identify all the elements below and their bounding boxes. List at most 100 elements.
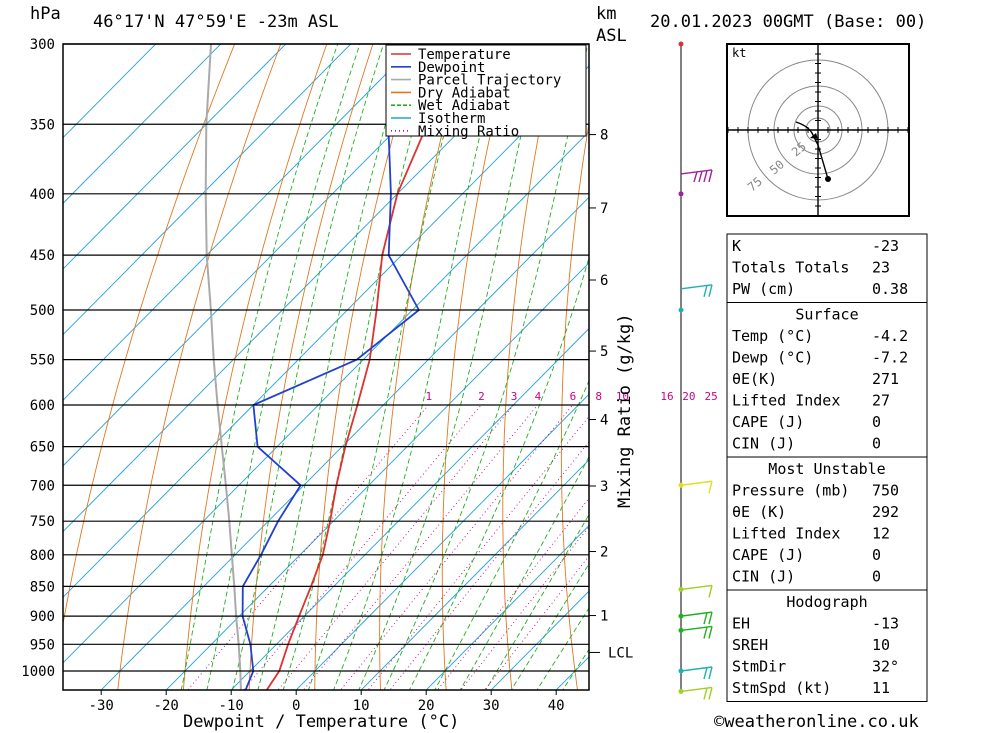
x-tick-label: 30 <box>483 698 500 714</box>
index-label: Pressure (mb) <box>732 482 849 500</box>
pressure-tick-label: 750 <box>30 514 55 530</box>
x-tick-label: -20 <box>154 698 179 714</box>
mixing-ratio-line <box>302 404 539 690</box>
index-value: 27 <box>872 392 890 410</box>
wind-barb <box>708 585 713 598</box>
index-label: StmSpd (kt) <box>732 679 831 697</box>
wind-barb <box>693 171 698 183</box>
pressure-tick-label: 950 <box>30 637 55 653</box>
km-tick-label: 4 <box>600 413 608 429</box>
wind-barb-staff <box>680 480 713 486</box>
isotherm-line <box>360 459 589 690</box>
wind-level-dot <box>678 688 684 694</box>
index-label: K <box>732 237 741 255</box>
legend-label: Dewpoint <box>418 60 485 76</box>
wet-adiabat-line <box>333 44 503 690</box>
height-axis: 8 7 6 5 4 3 2 1 LCL <box>589 128 633 661</box>
index-label: θE (K) <box>732 503 786 521</box>
wind-level-dot <box>678 627 684 633</box>
pressure-axis: 300 350 400 450 500 550 600 650 700 750 800 850 900 9… <box>21 37 589 680</box>
index-label: CIN (J) <box>732 568 795 586</box>
x-tick-label: 40 <box>548 698 565 714</box>
x-axis-label: Dewpoint / Temperature (°C) <box>183 712 459 732</box>
wind-barb <box>703 687 708 700</box>
lcl-label: LCL <box>608 645 633 661</box>
pressure-tick-label: 900 <box>30 609 55 625</box>
wind-barb <box>703 612 708 625</box>
indices-section-title: Hodograph <box>786 593 867 611</box>
wind-barb <box>703 170 708 183</box>
hpa-unit-label: hPa <box>30 4 61 24</box>
km-tick-label: 8 <box>600 128 608 144</box>
indices-box <box>726 589 928 702</box>
index-value: 12 <box>872 525 890 543</box>
indices-box <box>726 456 928 591</box>
legend-label: Mixing Ratio <box>418 124 519 140</box>
mixing-ratio-label: 25 <box>705 390 718 403</box>
dry-adiabat-line <box>182 44 328 690</box>
index-label: Temp (°C) <box>732 327 813 345</box>
index-value: 11 <box>872 679 890 697</box>
legend-label: Wet Adiabat <box>418 98 511 114</box>
pressure-tick-label: 350 <box>30 117 55 133</box>
wet-adiabat-line <box>383 44 589 690</box>
km-unit-label: km <box>596 4 616 24</box>
legend-label: Temperature <box>418 47 511 63</box>
dry-adiabat-line <box>926 8 1000 711</box>
x-tick-label: 20 <box>418 698 435 714</box>
index-label: PW (cm) <box>732 280 795 298</box>
location-title: 46°17'N 47°59'E -23m ASL <box>93 12 339 32</box>
index-value: 0 <box>872 568 881 586</box>
wind-barb <box>703 285 708 297</box>
parcel-trajectory-line <box>204 44 242 690</box>
km-tick-label: 5 <box>600 344 608 360</box>
indices-box <box>726 302 928 458</box>
mixing-ratio-labels: 1 2 3 4 6 8 10 16 20 25 <box>426 390 718 403</box>
wind-level-dot <box>678 191 684 197</box>
index-label: θE(K) <box>732 370 777 388</box>
index-label: StmDir <box>732 658 786 676</box>
asl-unit-label: ASL <box>596 26 627 46</box>
dry-adiabat-line <box>972 8 1000 711</box>
mixing-ratio-label: 3 <box>511 390 518 403</box>
wind-barb <box>708 284 713 297</box>
wind-barb <box>708 666 713 680</box>
dry-adiabat-line <box>673 8 713 711</box>
wet-adiabat-line <box>358 44 543 690</box>
dry-adiabat-line <box>117 44 282 690</box>
wet-adiabat-line <box>536 607 589 690</box>
wet-adiabat-line <box>231 44 385 690</box>
mixing-ratio-label: 1 <box>426 390 433 403</box>
legend-label: Isotherm <box>418 111 485 127</box>
isotherm-line <box>165 262 589 690</box>
datetime-title: 20.01.2023 00GMT (Base: 00) <box>650 12 926 32</box>
hodograph-unit: kt <box>732 46 746 60</box>
wind-level-dot <box>678 307 684 313</box>
mixing-ratio-label: 6 <box>570 390 577 403</box>
x-tick-label: -10 <box>219 698 244 714</box>
mixing-ratio-label: 16 <box>660 390 673 403</box>
mixing-ratio-label: 10 <box>616 390 629 403</box>
index-label: CIN (J) <box>732 435 795 453</box>
isotherm-line <box>230 327 589 690</box>
wind-barb <box>703 667 708 680</box>
pressure-tick-label: 700 <box>30 478 55 494</box>
index-label: Lifted Index <box>732 525 840 543</box>
mixing-ratio-line <box>389 441 589 690</box>
wind-level-dot <box>678 668 684 674</box>
isotherm-line <box>425 524 589 690</box>
km-tick-label: 2 <box>600 545 608 561</box>
wet-adiabat-line <box>307 44 469 690</box>
index-value: 271 <box>872 370 899 388</box>
isotherm-line <box>490 590 589 690</box>
indices-table: K -23 Totals Totals 23 PW (cm) 0.38 Surface Tem… <box>726 233 928 702</box>
dry-adiabat-line <box>314 44 420 690</box>
legend-label: Dry Adiabat <box>418 85 511 101</box>
isotherm-line <box>63 44 352 336</box>
wind-level-dot <box>678 482 684 488</box>
indices-section-title: Surface <box>795 306 858 324</box>
hodograph-trace <box>795 121 829 180</box>
index-label: SREH <box>732 636 768 654</box>
index-label: CAPE (J) <box>732 413 804 431</box>
index-value: 0 <box>872 546 881 564</box>
